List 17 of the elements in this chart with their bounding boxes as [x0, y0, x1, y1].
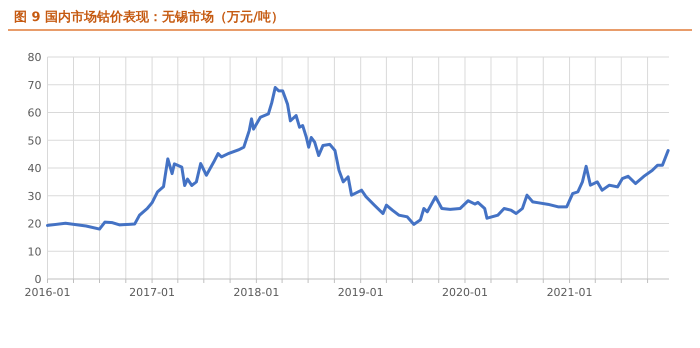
- line-series: [46, 86, 670, 231]
- y-tick-label: 30: [28, 190, 42, 203]
- y-tick-label: 50: [28, 134, 42, 148]
- y-tick-label: 80: [28, 51, 42, 64]
- x-tick-label: 2021-01: [546, 286, 593, 299]
- y-tick-label: 60: [28, 106, 42, 120]
- y-tick-label: 0: [34, 273, 42, 286]
- chart-title: 图 9 国内市场钴价表现：无锡市场（万元/吨）: [14, 9, 284, 25]
- y-tick-label: 20: [28, 218, 42, 230]
- y-tick-label: 70: [28, 78, 42, 92]
- y-tick-label: 10: [28, 245, 42, 258]
- x-tick-label: 2018-01: [233, 286, 280, 299]
- y-tick-label: 40: [28, 162, 42, 175]
- x-tick-label: 2016-01: [24, 286, 70, 299]
- x-tick-label: 2019-01: [338, 286, 384, 299]
- x-tick-label: 2020-01: [442, 286, 488, 299]
- x-tick-label: 2017-01: [129, 286, 176, 299]
